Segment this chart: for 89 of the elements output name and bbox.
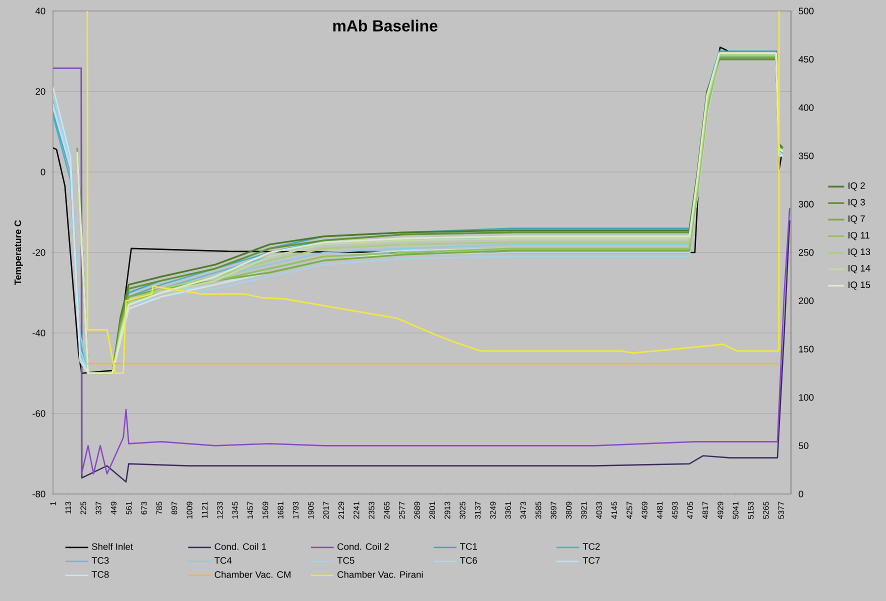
x-tick-label: 4593 bbox=[672, 502, 678, 519]
legend-label: Shelf Inlet bbox=[92, 543, 133, 550]
x-tick-label: 3809 bbox=[566, 502, 572, 519]
y2-tick-label: 300 bbox=[798, 200, 814, 208]
x-tick-label: 1793 bbox=[292, 502, 299, 519]
x-tick-label: 2689 bbox=[414, 502, 420, 519]
x-tick-label: 5377 bbox=[778, 502, 784, 519]
legend-label: TC7 bbox=[582, 557, 600, 564]
y-tick-label: 0 bbox=[40, 168, 46, 176]
x-tick-label: 2353 bbox=[368, 502, 374, 519]
legend-label: TC1 bbox=[460, 543, 477, 550]
legend-label: IQ 2 bbox=[848, 182, 865, 191]
legend-label: TC3 bbox=[92, 557, 109, 564]
x-tick-label: 4929 bbox=[718, 502, 724, 519]
x-tick-label: 4257 bbox=[626, 502, 632, 519]
x-tick-label: 2465 bbox=[384, 502, 390, 519]
x-tick-label: 2017 bbox=[323, 502, 329, 519]
x-tick-label: 4817 bbox=[702, 502, 708, 519]
legend-label: Chamber Vac. CM bbox=[214, 571, 290, 578]
x-tick-label: 1009 bbox=[186, 502, 192, 519]
legend-label: IQ 7 bbox=[848, 215, 865, 224]
y2-tick-label: 100 bbox=[799, 394, 814, 401]
x-tick-label: 2577 bbox=[399, 502, 405, 519]
x-tick-label: 5041 bbox=[732, 502, 738, 519]
x-tick-label: 225 bbox=[80, 502, 86, 514]
legend-label: IQ 15 bbox=[848, 281, 870, 290]
y2-tick-label: 50 bbox=[798, 442, 808, 449]
x-tick-label: 1457 bbox=[247, 502, 253, 519]
legend-label: Chamber Vac. Pirani bbox=[338, 571, 423, 578]
x-tick-label: 1 bbox=[50, 502, 56, 506]
y-axis-title: Temperature C bbox=[14, 220, 23, 285]
x-tick-label: 337 bbox=[96, 502, 102, 514]
x-tick-label: 1233 bbox=[217, 502, 223, 519]
x-tick-label: 1345 bbox=[232, 502, 238, 519]
y-tick-label: -80 bbox=[32, 490, 46, 498]
x-tick-label: 561 bbox=[126, 502, 132, 514]
legend-label: Cond. Coil 2 bbox=[338, 543, 389, 550]
x-tick-label: 3249 bbox=[490, 502, 496, 519]
legend-label: TC5 bbox=[337, 557, 354, 564]
legend-label: IQ 11 bbox=[848, 232, 870, 240]
x-tick-label: 4145 bbox=[611, 502, 618, 519]
x-tick-label: 3697 bbox=[550, 502, 556, 519]
x-tick-label: 1569 bbox=[262, 502, 268, 519]
x-tick-label: 3025 bbox=[460, 502, 466, 519]
x-tick-label: 3921 bbox=[581, 502, 587, 519]
y2-tick-label: 0 bbox=[798, 490, 804, 498]
y-tick-label: 20 bbox=[36, 88, 46, 95]
legend-label: TC2 bbox=[582, 543, 600, 550]
y2-tick-label: 250 bbox=[798, 249, 814, 256]
y-tick-label: -20 bbox=[32, 249, 46, 256]
y-tick-label: 40 bbox=[35, 8, 46, 14]
legend-label: IQ 3 bbox=[848, 198, 865, 208]
x-tick-label: 3361 bbox=[505, 502, 511, 519]
x-tick-label: 4481 bbox=[656, 502, 663, 519]
legend-label: TC4 bbox=[214, 557, 232, 564]
x-tick-label: 1121 bbox=[202, 502, 208, 518]
x-tick-label: 2241 bbox=[354, 502, 360, 519]
x-tick-label: 4705 bbox=[687, 502, 693, 519]
x-tick-label: 3137 bbox=[474, 502, 481, 519]
x-tick-label: 1905 bbox=[308, 502, 314, 519]
x-tick-label: 3473 bbox=[520, 502, 526, 519]
x-tick-label: 2801 bbox=[429, 502, 436, 519]
legend-label: Cond. Coil 1 bbox=[214, 543, 266, 550]
legend-label: IQ 13 bbox=[848, 248, 870, 257]
y2-tick-label: 150 bbox=[799, 346, 814, 352]
x-tick-label: 113 bbox=[65, 502, 72, 514]
y2-tick-label: 450 bbox=[798, 56, 814, 63]
x-tick-label: 1681 bbox=[278, 502, 284, 519]
y2-tick-label: 500 bbox=[798, 8, 814, 14]
legend-label: IQ 14 bbox=[848, 264, 870, 274]
x-tick-label: 449 bbox=[110, 502, 117, 515]
y2-tick-label: 400 bbox=[798, 104, 814, 111]
x-tick-label: 897 bbox=[172, 502, 178, 514]
y2-tick-label: 350 bbox=[798, 152, 814, 160]
x-tick-label: 4033 bbox=[596, 502, 602, 519]
x-tick-label: 2129 bbox=[338, 502, 344, 519]
y2-tick-label: 200 bbox=[798, 298, 814, 304]
y-tick-label: -40 bbox=[32, 330, 46, 336]
x-tick-label: 3585 bbox=[536, 502, 542, 519]
x-tick-label: 673 bbox=[141, 502, 147, 514]
y-tick-label: -60 bbox=[32, 410, 46, 417]
x-tick-label: 4369 bbox=[642, 502, 648, 519]
x-tick-label: 2913 bbox=[444, 502, 450, 519]
legend-label: TC6 bbox=[460, 557, 478, 564]
legend-label: TC8 bbox=[92, 571, 109, 578]
x-tick-label: 5265 bbox=[763, 502, 769, 519]
x-tick-label: 785 bbox=[156, 502, 162, 514]
chart-title: mAb Baseline bbox=[333, 20, 438, 32]
x-tick-label: 5153 bbox=[748, 502, 754, 519]
